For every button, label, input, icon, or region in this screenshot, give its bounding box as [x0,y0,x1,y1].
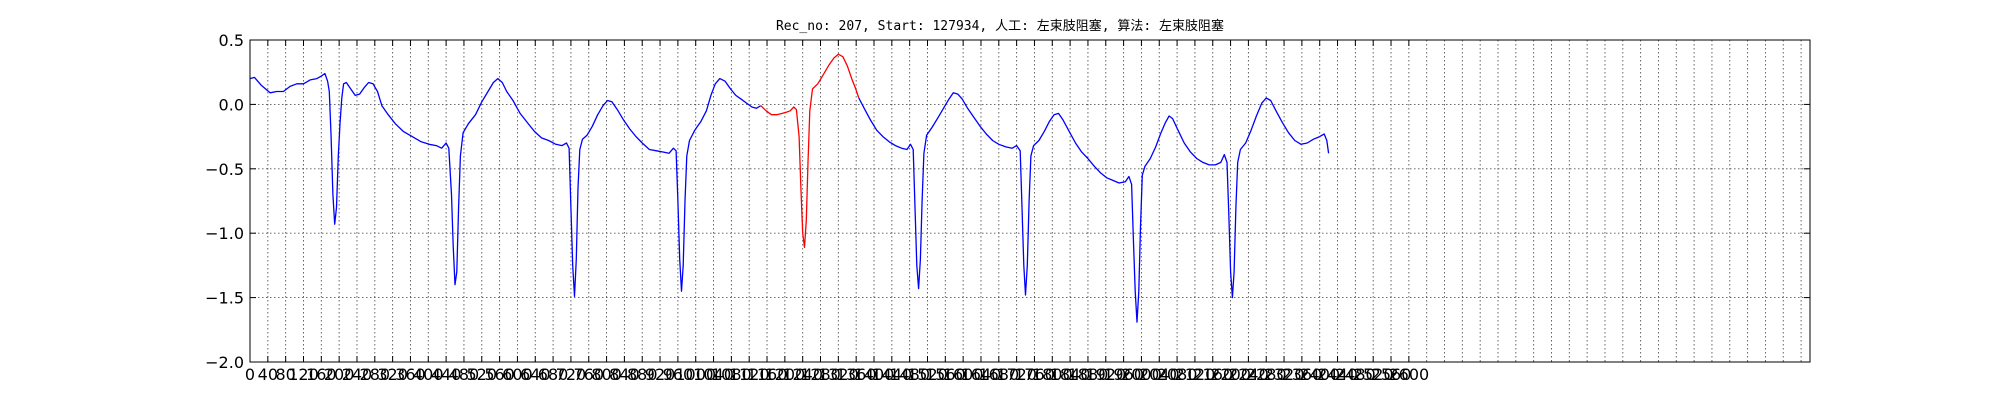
x-tick-label: 1000 [675,365,716,384]
x-tick-label: 2240 [1228,365,1269,384]
x-tick-label: 2520 [1353,365,1394,384]
y-tick-label: −2.0 [205,353,244,372]
x-tick-label: 1680 [978,365,1019,384]
x-tick-label: 800 [591,365,622,384]
series-line-annotated-beat [760,53,860,249]
x-tick-label: 680 [538,365,569,384]
y-tick-label: −0.5 [205,160,244,179]
x-tick-label: 1560 [925,365,966,384]
grid-layer [250,40,1810,362]
x-tick-label: 1520 [907,365,948,384]
x-tick-label: 1440 [871,365,912,384]
x-tick-label: 1480 [889,365,930,384]
x-tick-label: 2320 [1264,365,1305,384]
x-tick-label: 2040 [1139,365,1180,384]
x-tick-label: 760 [573,365,604,384]
plot-frame [249,39,1811,363]
x-tick-label: 2080 [1157,365,1198,384]
x-tick-label: 1320 [818,365,859,384]
x-tick-label: 1120 [729,365,770,384]
x-tick-label: 2440 [1317,365,1358,384]
x-tick-label: 440 [431,365,462,384]
chart-title: Rec_no: 207, Start: 127934, 人工: 左束肢阻塞, 算… [776,18,1224,34]
x-tick-label: 1920 [1085,365,1126,384]
x-tick-label: 560 [484,365,515,384]
ticks-layer: 0.50.0−0.5−1.0−1.5−2.00 40801201602002402… [205,31,1810,384]
x-tick-label: 280 [360,365,391,384]
x-tick-label: 400 [413,365,444,384]
x-tick-label: 2600 [1388,365,1429,384]
x-tick-label: 1880 [1068,365,1109,384]
x-tick-label: 0 [245,365,255,384]
x-tick-label: 880 [627,365,658,384]
x-tick-label: 1280 [800,365,841,384]
x-tick-label: 1720 [996,365,1037,384]
series-line-after [858,92,1330,323]
x-tick-label: 80 [275,365,295,384]
x-tick-label: 360 [395,365,426,384]
x-tick-label: 1080 [711,365,752,384]
x-tick-label: 160 [306,365,337,384]
x-tick-label: 1360 [836,365,877,384]
x-tick-label: 2000 [1121,365,1162,384]
x-tick-label: 720 [556,365,587,384]
x-tick-label: 600 [502,365,533,384]
x-tick-label: 120 [288,365,319,384]
x-tick-label: 1960 [1103,365,1144,384]
x-tick-label: 920 [645,365,676,384]
x-tick-label: 1240 [782,365,823,384]
x-tick-label: 2200 [1210,365,1251,384]
x-tick-label: 2160 [1192,365,1233,384]
x-tick-label: 1760 [1014,365,1055,384]
x-tick-label: 320 [377,365,408,384]
y-tick-label: −1.5 [205,289,244,308]
x-tick-label: 2360 [1282,365,1323,384]
x-tick-label: 840 [609,365,640,384]
x-tick-label: 200 [324,365,355,384]
x-tick-label: 1040 [693,365,734,384]
x-tick-label: 1160 [747,365,788,384]
x-tick-label: 2280 [1246,365,1287,384]
x-tick-label: 240 [342,365,373,384]
x-tick-label: 40 [258,365,278,384]
x-tick-label: 2480 [1335,365,1376,384]
x-tick-label: 2400 [1299,365,1340,384]
x-tick-label: 2120 [1175,365,1216,384]
x-tick-label: 1200 [764,365,805,384]
series-layer [249,53,1330,323]
x-tick-label: 1800 [1032,365,1073,384]
x-tick-label: 640 [520,365,551,384]
x-tick-label: 520 [466,365,497,384]
x-tick-label: 2560 [1371,365,1412,384]
y-tick-label: 0.0 [219,95,244,114]
x-tick-label: 1840 [1050,365,1091,384]
series-line-before [249,72,762,297]
x-tick-label: 1640 [961,365,1002,384]
y-tick-label: 0.5 [219,31,244,50]
x-tick-label: 960 [663,365,694,384]
x-tick-label: 480 [449,365,480,384]
y-tick-label: −1.0 [205,224,244,243]
x-tick-label: 1400 [854,365,895,384]
x-tick-label: 1600 [943,365,984,384]
